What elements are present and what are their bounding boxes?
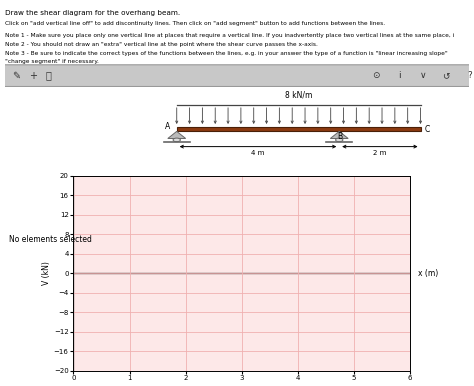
Bar [177,127,420,131]
Text: Draw the shear diagram for the overhang beam.: Draw the shear diagram for the overhang … [5,10,180,16]
Text: Click on "add vertical line off" to add discontinuity lines. Then click on "add : Click on "add vertical line off" to add … [5,21,385,26]
Text: 4 m: 4 m [251,150,264,156]
Circle shape [336,138,343,142]
Polygon shape [168,131,186,139]
Text: A: A [165,122,171,131]
Text: B: B [337,132,342,141]
Text: Note 2 - You should not draw an "extra" vertical line at the point where the she: Note 2 - You should not draw an "extra" … [5,42,318,47]
Text: "change segment" if necessary.: "change segment" if necessary. [5,59,99,64]
Text: 8 kN/m: 8 kN/m [285,91,312,100]
Y-axis label: V (kN): V (kN) [42,261,51,285]
Text: Note 3 - Be sure to indicate the correct types of the functions between the line: Note 3 - Be sure to indicate the correct… [5,51,447,56]
Text: ?: ? [467,71,472,80]
Text: ↺: ↺ [442,71,450,80]
Text: ⊙: ⊙ [373,71,380,80]
Text: i: i [398,71,401,80]
Circle shape [173,138,181,142]
Text: ✎: ✎ [12,71,20,81]
Text: +: + [28,71,36,81]
Text: C: C [425,125,430,134]
FancyBboxPatch shape [2,65,472,86]
Text: No elements selected: No elements selected [9,235,92,244]
Text: 2 m: 2 m [373,150,387,156]
Text: Note 1 - Make sure you place only one vertical line at places that require a ver: Note 1 - Make sure you place only one ve… [5,33,454,38]
Text: 🗑: 🗑 [46,71,52,81]
Text: ∨: ∨ [419,71,426,80]
Polygon shape [330,131,348,139]
Text: x (m): x (m) [419,269,438,278]
